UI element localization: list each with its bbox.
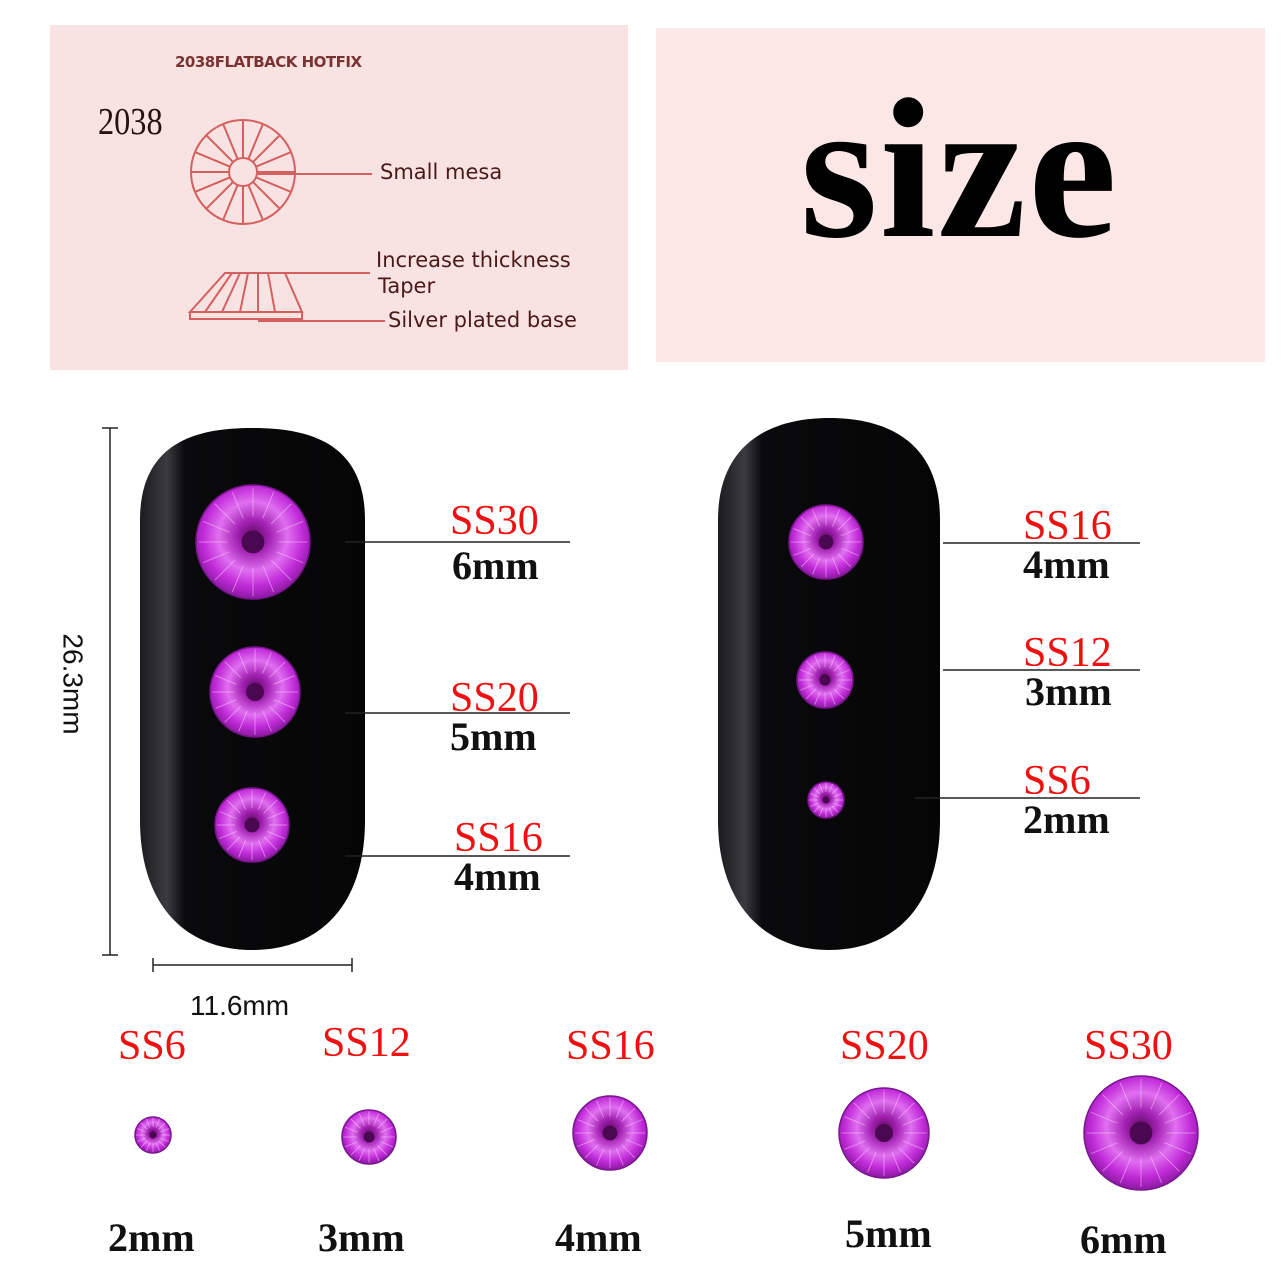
- label-2mm: 2mm: [1023, 797, 1110, 842]
- rhinestone: [195, 484, 311, 600]
- row-label-ss12: SS12: [322, 1020, 411, 1066]
- rhinestone: [341, 1109, 397, 1165]
- rhinestones: [134, 484, 1199, 1191]
- rhinestone: [807, 781, 845, 819]
- label-5mm: 5mm: [450, 714, 537, 759]
- callout-small-mesa: Small mesa: [380, 160, 503, 184]
- label-ss16: SS16: [454, 815, 543, 861]
- row-size-6mm: 6mm: [1080, 1217, 1167, 1262]
- row-size-3mm: 3mm: [318, 1215, 405, 1260]
- label-ss30: SS30: [450, 498, 539, 544]
- dimension-lines: [102, 427, 353, 972]
- row-label-ss20: SS20: [840, 1023, 929, 1069]
- stone-side-view-diagram: [187, 272, 385, 322]
- label-ss12: SS12: [1023, 630, 1112, 676]
- row-label-ss30: SS30: [1084, 1023, 1173, 1069]
- stone-top-view-diagram: [190, 119, 372, 225]
- rhinestone: [214, 787, 290, 863]
- rhinestone: [788, 504, 864, 580]
- height-dimension-label: 26.3mm: [57, 633, 89, 735]
- leader-lines: [345, 541, 1140, 857]
- row-size-4mm: 4mm: [555, 1215, 642, 1260]
- rhinestone: [209, 646, 301, 738]
- row-size-5mm: 5mm: [845, 1211, 932, 1256]
- rhinestone: [572, 1095, 648, 1171]
- title-size: size: [800, 59, 1119, 280]
- title-panel: [656, 28, 1265, 362]
- diagram-header: 2038FLATBACK HOTFIX: [175, 53, 362, 71]
- label-ss6: SS6: [1023, 758, 1091, 804]
- label-ss20: SS20: [450, 675, 539, 721]
- row-label-ss16: SS16: [566, 1023, 655, 1069]
- label-ss16: SS16: [1023, 503, 1112, 549]
- label-4mm: 4mm: [454, 854, 541, 899]
- width-dimension-label: 11.6mm: [190, 990, 290, 1021]
- callout-increase-thickness: Increase thickness: [376, 248, 571, 272]
- label-4mm: 4mm: [1023, 542, 1110, 587]
- model-number: 2038: [98, 101, 163, 143]
- rhinestone: [1083, 1075, 1199, 1191]
- rhinestone: [134, 1116, 172, 1154]
- label-6mm: 6mm: [452, 543, 539, 588]
- rhinestone: [796, 651, 854, 709]
- callout-taper: Taper: [378, 274, 436, 298]
- row-label-ss6: SS6: [118, 1023, 186, 1069]
- diagram-panel: [50, 25, 628, 370]
- label-3mm: 3mm: [1025, 669, 1112, 714]
- rhinestone: [838, 1087, 930, 1179]
- row-size-2mm: 2mm: [108, 1215, 195, 1260]
- callout-silver-base: Silver plated base: [388, 308, 577, 332]
